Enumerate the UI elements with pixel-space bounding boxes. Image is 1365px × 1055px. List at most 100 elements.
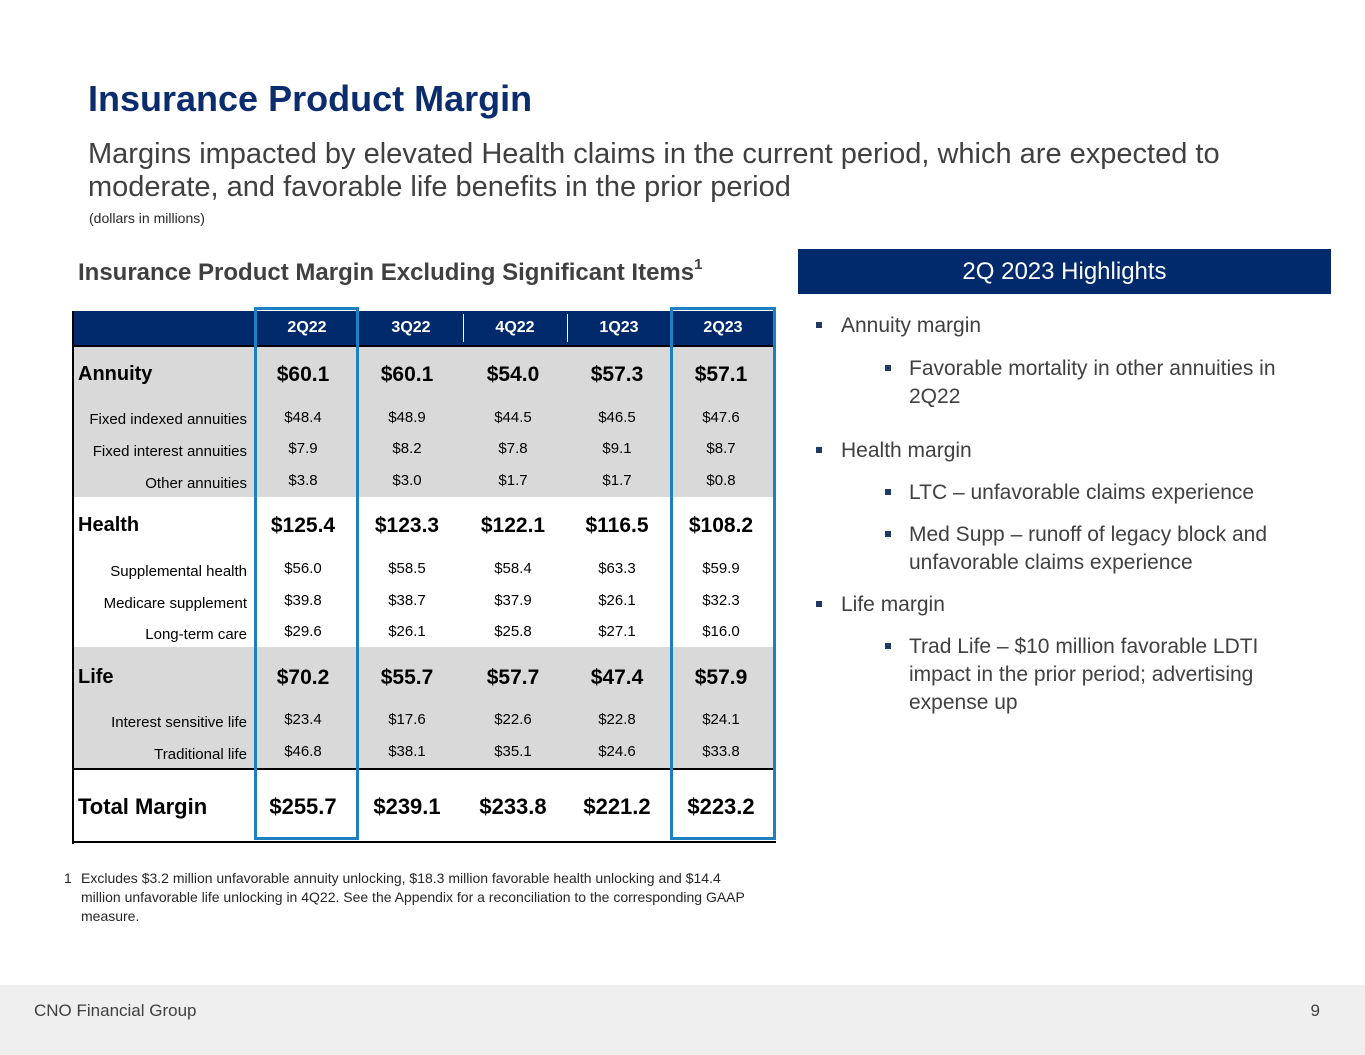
long-term-care-label: Long-term care <box>145 626 247 643</box>
bullet-square-icon <box>885 365 891 371</box>
table-cell: $38.7 <box>388 592 426 609</box>
medicare-supplement-label: Medicare supplement <box>103 595 247 612</box>
table-cell: $59.9 <box>702 560 740 577</box>
left-rule <box>72 311 74 844</box>
bullet-square-icon <box>885 531 891 537</box>
health-value: $122.1 <box>480 514 546 537</box>
health-value: $123.3 <box>374 514 440 537</box>
annuity-value: $60.1 <box>380 363 434 386</box>
bullet-square-icon <box>885 643 891 649</box>
health-value: $125.4 <box>270 514 336 537</box>
table-cell: $7.9 <box>288 440 318 457</box>
table-cell: $58.5 <box>388 560 426 577</box>
footnote-number: 1 <box>64 870 72 886</box>
table-cell: $7.8 <box>498 440 528 457</box>
annuity-label: Annuity <box>78 363 153 385</box>
annuity-band <box>72 347 776 497</box>
bullet-health-detail-medsupp: Med Supp – runoff of legacy block and un… <box>880 521 1320 577</box>
life-value: $57.7 <box>486 666 540 689</box>
table-cell: $63.3 <box>598 560 636 577</box>
life-band <box>72 647 776 768</box>
table-cell: $39.8 <box>284 592 322 609</box>
units-note: (dollars in millions) <box>89 210 205 226</box>
bullet-life-detail: Trad Life – $10 million favorable LDTI i… <box>880 633 1320 717</box>
table-cell: $32.3 <box>702 592 740 609</box>
bullet-health-margin: Health margin <box>812 437 972 465</box>
table-cell: $3.8 <box>288 472 318 489</box>
table-cell: $56.0 <box>284 560 322 577</box>
page-subtitle: Margins impacted by elevated Health clai… <box>88 138 1220 203</box>
life-value: $47.4 <box>590 666 644 689</box>
header-separator <box>463 314 464 342</box>
table-cell: $38.1 <box>388 743 426 760</box>
annuity-value: $54.0 <box>486 363 540 386</box>
bullet-text: Trad Life – $10 million favorable LDTI i… <box>909 635 1259 714</box>
table-cell: $47.6 <box>702 409 740 426</box>
health-label: Health <box>78 514 140 536</box>
table-title-footnote-ref: 1 <box>694 256 703 273</box>
table-cell: $22.6 <box>494 711 532 728</box>
bullet-text: Favorable mortality in other annuities i… <box>909 357 1276 408</box>
total-margin-value: $233.8 <box>479 794 547 819</box>
column-header: 1Q23 <box>599 319 639 336</box>
table-cell: $37.9 <box>494 592 532 609</box>
table-cell: $3.0 <box>392 472 422 489</box>
interest-sensitive-life-label: Interest sensitive life <box>111 714 247 731</box>
table-title-text: Insurance Product Margin Excluding Signi… <box>78 259 695 286</box>
bullet-text: LTC – unfavorable claims experience <box>909 481 1255 504</box>
fixed-interest-annuities-label: Fixed interest annuities <box>92 443 247 460</box>
life-label: Life <box>78 666 114 688</box>
fixed-indexed-annuities-label: Fixed indexed annuities <box>89 411 247 428</box>
table-cell: $58.4 <box>494 560 532 577</box>
column-header: 2Q23 <box>703 319 743 336</box>
table-cell: $24.6 <box>598 743 636 760</box>
table-cell: $26.1 <box>598 592 636 609</box>
table-title: Insurance Product Margin Excluding Signi… <box>78 256 703 287</box>
table-cell: $27.1 <box>598 623 636 640</box>
health-value: $108.2 <box>688 514 754 537</box>
annuity-value: $60.1 <box>276 363 330 386</box>
total-margin-value: $223.2 <box>687 794 755 819</box>
traditional-life-label: Traditional life <box>154 746 247 763</box>
bottom-rule <box>72 841 776 843</box>
table-cell: $1.7 <box>498 472 528 489</box>
table-cell: $46.5 <box>598 409 636 426</box>
table-cell: $44.5 <box>494 409 532 426</box>
table-header-band <box>72 311 776 345</box>
other-annuities-label: Other annuities <box>145 475 247 492</box>
total-margin-value: $239.1 <box>373 794 441 819</box>
table-cell: $33.8 <box>702 743 740 760</box>
highlight-2q22-column <box>254 307 359 840</box>
life-value: $57.9 <box>694 666 748 689</box>
table-cell: $16.0 <box>702 623 740 640</box>
column-header: 4Q22 <box>495 319 535 336</box>
table-cell: $0.8 <box>706 472 736 489</box>
bullet-text: Med Supp – runoff of legacy block and un… <box>909 523 1268 574</box>
table-cell: $22.8 <box>598 711 636 728</box>
bullet-square-icon <box>816 322 822 328</box>
total-rule <box>72 768 776 770</box>
bullet-annuity-detail: Favorable mortality in other annuities i… <box>880 355 1320 411</box>
table-cell: $35.1 <box>494 743 532 760</box>
health-value: $116.5 <box>585 514 649 537</box>
page-title: Insurance Product Margin <box>88 78 533 119</box>
footnote: 1 Excludes $3.2 million unfavorable annu… <box>64 869 764 926</box>
footer-company: CNO Financial Group <box>34 1001 197 1020</box>
bullet-text: Annuity margin <box>841 314 982 337</box>
bullet-text: Life margin <box>841 593 945 616</box>
bullet-annuity-margin: Annuity margin <box>812 312 981 340</box>
table-cell: $17.6 <box>388 711 426 728</box>
table-cell: $23.4 <box>284 711 322 728</box>
annuity-value: $57.3 <box>590 363 644 386</box>
table-cell: $8.2 <box>392 440 422 457</box>
table-cell: $48.9 <box>388 409 426 426</box>
highlights-header: 2Q 2023 Highlights <box>798 249 1331 294</box>
header-rule <box>72 345 776 347</box>
table-cell: $24.1 <box>702 711 740 728</box>
column-header: 2Q22 <box>287 319 327 336</box>
bullet-square-icon <box>885 489 891 495</box>
footnote-text: Excludes $3.2 million unfavorable annuit… <box>81 870 745 924</box>
table-cell: $25.8 <box>494 623 532 640</box>
header-separator <box>567 314 568 342</box>
margin-table: 2Q22 3Q22 4Q22 1Q23 2Q23 Annuity $60.1 $… <box>72 307 776 844</box>
